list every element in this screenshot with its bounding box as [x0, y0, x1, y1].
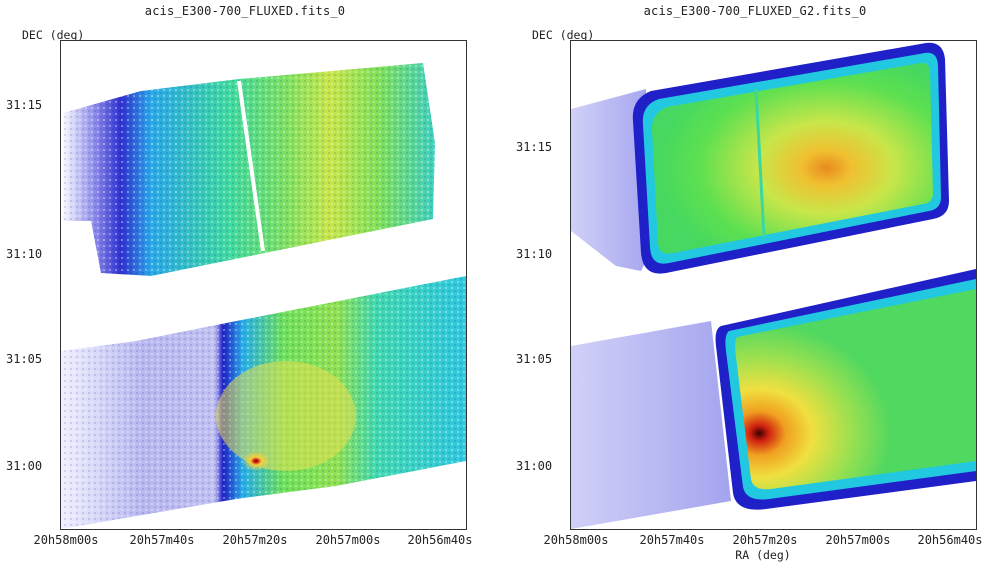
y-tick-label: 31:00: [6, 459, 43, 473]
left-image-frame[interactable]: [60, 40, 467, 530]
y-tick-label: 31:15: [516, 140, 553, 154]
x-tick-label: 20h57m40s: [129, 533, 195, 547]
right-panel-title: acis_E300-700_FLUXED_G2.fits_0: [643, 4, 867, 18]
left-y-axis-label: DEC (deg): [22, 28, 85, 42]
x-tick-label: 20h57m00s: [315, 533, 381, 547]
y-tick-label: 31:10: [6, 247, 43, 261]
y-tick-label: 31:15: [6, 98, 43, 112]
y-tick-label: 31:05: [6, 352, 43, 366]
chip-gap: [754, 88, 766, 238]
right-image-panel: acis_E300-700_FLUXED_G2.fits_0 DEC (deg): [510, 0, 1000, 572]
x-tick-label: 20h57m40s: [639, 533, 705, 547]
left-panel-title: acis_E300-700_FLUXED.fits_0: [144, 4, 346, 18]
x-tick-label: 20h57m00s: [825, 533, 891, 547]
x-tick-label: 20h58m00s: [543, 533, 609, 547]
y-tick-label: 31:05: [516, 352, 553, 366]
x-tick-label: 20h57m20s: [222, 533, 288, 547]
y-tick-label: 31:00: [516, 459, 553, 473]
x-tick-label: 20h56m40s: [917, 533, 983, 547]
bright-source: [242, 451, 270, 471]
left-image-panel: acis_E300-700_FLUXED.fits_0 DEC (deg): [0, 0, 490, 572]
x-tick-label: 20h56m40s: [407, 533, 473, 547]
x-tick-label: 20h58m00s: [33, 533, 99, 547]
left-fluxed-image: [61, 63, 466, 529]
right-smoothed-image: [571, 42, 976, 529]
right-x-axis-label: RA (deg): [735, 548, 791, 562]
x-tick-label: 20h57m20s: [732, 533, 798, 547]
right-image-frame[interactable]: [570, 40, 977, 530]
y-tick-label: 31:10: [516, 247, 553, 261]
right-y-axis-label: DEC (deg): [532, 28, 595, 42]
chip-gap: [237, 80, 265, 252]
